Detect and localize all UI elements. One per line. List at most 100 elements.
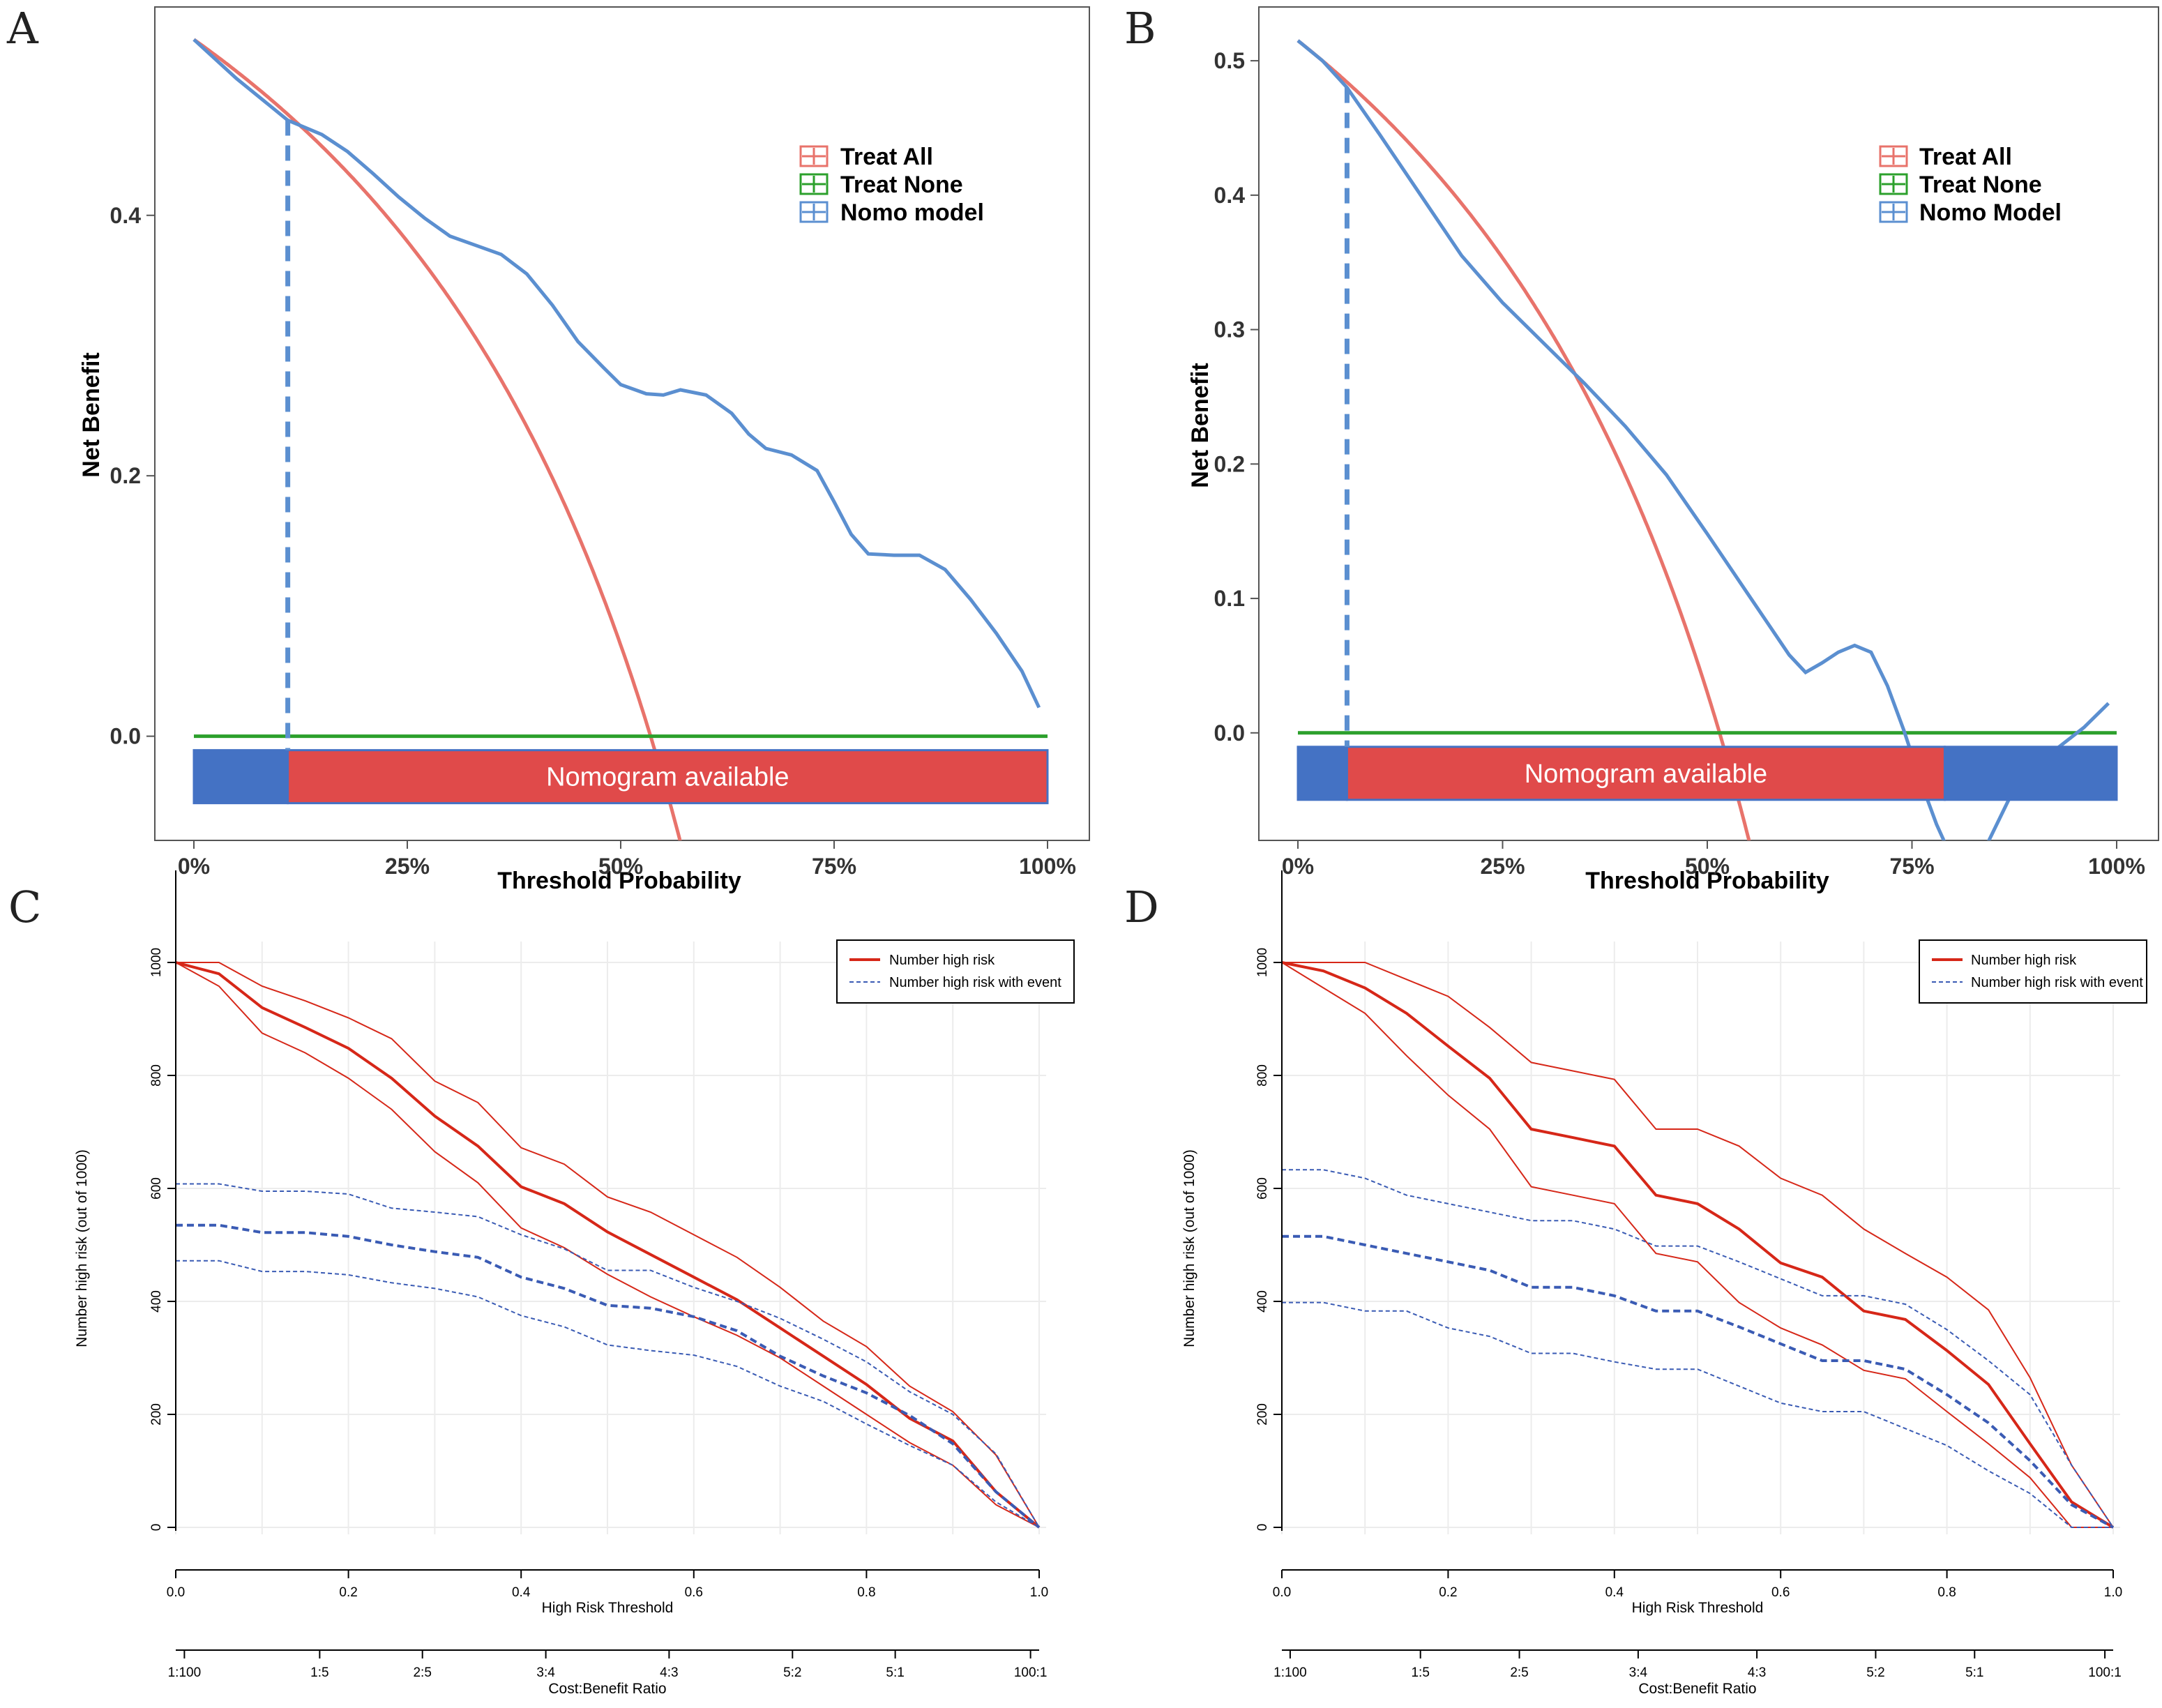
panel-c-cost-benefit-label: 100:1 (1014, 1665, 1048, 1680)
panel-a-x-tick-label: 50% (598, 854, 643, 879)
panel-d-cost-benefit-label: 4:3 (1748, 1665, 1766, 1680)
legend-number-high-risk-label: Number high risk (889, 953, 995, 968)
legend-treat-none-label: Treat None (840, 172, 963, 198)
panel-b-model-line (1297, 39, 2110, 840)
panel-c-y-tick-label: 400 (149, 1290, 164, 1313)
panel-c-x-axis-title: High Risk Threshold (542, 1600, 674, 1616)
panel-d-cost-benefit-label: 5:1 (1965, 1665, 1983, 1680)
panel-a-decision-curve: A Nomogram available Threshold Probabili… (6, 3, 1090, 894)
panel-b-y-tick-label: 0.1 (1214, 586, 1245, 611)
panel-c-x-tick-label: 0.4 (512, 1585, 531, 1600)
panel-a-y-tick-label: 0.2 (110, 463, 141, 488)
legend-model-key (1879, 201, 1908, 223)
panel-d-y-axis-title: Number high risk (out of 1000) (1181, 1149, 1197, 1347)
panel-d-series-number-high-risk-upper (1282, 962, 2114, 1528)
panel-b-y-tick-label: 0.0 (1214, 720, 1245, 746)
legend-treat-none-label: Treat None (1919, 172, 2042, 198)
panel-d-series-number-high-risk-with-event (1282, 1234, 2114, 1529)
panel-c-x-tick-label: 0.6 (685, 1585, 703, 1600)
panel-b-letter: B (1124, 3, 1156, 54)
panel-d-cost-benefit-label: 2:5 (1510, 1665, 1528, 1680)
panel-d-legend-box (1919, 939, 2147, 1004)
legend-treat-all-label: Treat All (840, 144, 933, 170)
panel-d-series-number-high-risk-with-event-upper (1282, 1169, 2114, 1528)
panel-a-banner-label: Nomogram available (546, 763, 789, 792)
panel-c-cost-benefit-label: 1:5 (310, 1665, 328, 1680)
panel-d-letter: D (1124, 882, 1159, 932)
panel-b-x-tick-label: 100% (2088, 854, 2145, 879)
panel-b-y-tick-label: 0.3 (1214, 317, 1245, 342)
panel-c-letter: C (8, 882, 41, 932)
panel-a-plot-frame (154, 6, 1090, 841)
panel-d-cost-benefit-title: Cost:Benefit Ratio (1638, 1681, 1756, 1697)
panel-a-banner-segment-available (287, 749, 1049, 805)
panel-a-x-tick-label: 100% (1019, 854, 1076, 879)
panel-d-y-tick-label: 1000 (1255, 948, 1270, 977)
panel-b-decision-curve: B Nomogram available Threshold Probabili… (1124, 3, 2159, 894)
panel-b-treat-all-line (1297, 39, 1751, 840)
panel-d-x-tick-label: 0.8 (1937, 1585, 1956, 1600)
panel-b-banner-segment-available (1345, 746, 1946, 801)
legend-model-label: Nomo model (840, 199, 984, 226)
legend-treat-all-key (1879, 145, 1908, 167)
panel-b-y-tick-label: 0.4 (1214, 183, 1246, 208)
panel-c-series-number-high-risk-with-event-lower (176, 1260, 1040, 1528)
panel-b-x-tick-label: 25% (1480, 854, 1525, 879)
panel-d-series-number-high-risk-lower (1281, 962, 2113, 1528)
panel-b-y-axis-title: Net Benefit (1187, 363, 1214, 488)
panel-c-cost-benefit-label: 5:1 (886, 1665, 904, 1680)
panel-a-y-tick-label: 0.4 (110, 203, 142, 228)
panel-d-legend: Number high risk Number high risk with e… (1919, 939, 2147, 1004)
legend-number-with-event-label: Number high risk with event (889, 975, 1061, 990)
legend-treat-none-key (799, 173, 829, 195)
panel-c-y-axis-title: Number high risk (out of 1000) (74, 1149, 90, 1347)
panel-d-cost-benefit-label: 100:1 (2088, 1665, 2122, 1680)
panel-d-cost-benefit-label: 5:2 (1866, 1665, 1884, 1680)
panel-d-y-tick-label: 800 (1255, 1064, 1270, 1087)
panel-a-letter: A (6, 3, 39, 54)
panel-d-y-tick-label: 0 (1255, 1524, 1270, 1532)
panel-a-x-tick-label: 0% (178, 854, 210, 879)
panel-b-legend: Treat All Treat None Nomo Model (1879, 144, 2062, 226)
legend-model-key (799, 201, 829, 223)
panel-d-x-tick-label: 0.2 (1439, 1585, 1457, 1600)
panel-b-banner-segment-unavailable (1297, 746, 1348, 801)
legend-treat-none-key (1879, 173, 1908, 195)
panel-d-x-tick-label: 0.0 (1273, 1585, 1291, 1600)
panel-b-plot-frame (1258, 6, 2159, 841)
panel-d-series-number-high-risk (1281, 961, 2115, 1529)
panel-d-series-number-high-risk-with-event-lower (1282, 1301, 2113, 1528)
panel-c-x-tick-label: 0.0 (167, 1585, 185, 1600)
panel-c-cost-benefit-label: 3:4 (536, 1665, 555, 1680)
panel-b-banner-label: Nomogram available (1525, 759, 1768, 789)
panel-b-x-tick-label: 75% (1889, 854, 1934, 879)
panel-b-y-tick-label: 0.5 (1214, 48, 1245, 73)
panel-d-cost-benefit-label: 3:4 (1629, 1665, 1648, 1680)
panel-c-series-number-high-risk-with-event (176, 1223, 1041, 1529)
panel-d-cost-benefit-label: 1:100 (1273, 1665, 1307, 1680)
panel-a-x-tick-label: 75% (812, 854, 856, 879)
legend-treat-all-label: Treat All (1919, 144, 2012, 170)
panel-a-banner-segment-unavailable (192, 749, 289, 805)
panel-d-y-tick-label: 600 (1255, 1177, 1270, 1200)
panel-c-y-tick-label: 200 (149, 1403, 164, 1426)
panel-d-x-tick-label: 1.0 (2104, 1585, 2122, 1600)
panel-b-x-tick-label: 0% (1282, 854, 1314, 879)
legend-treat-all-key (799, 145, 829, 167)
panel-a-x-tick-label: 25% (385, 854, 430, 879)
panel-c-series-number-high-risk-lower (175, 962, 1040, 1528)
panel-d-y-tick-label: 200 (1255, 1403, 1270, 1426)
panel-a-y-axis-title: Net Benefit (78, 352, 105, 477)
panel-a-legend: Treat All Treat None Nomo model (799, 144, 984, 226)
panel-d-x-tick-label: 0.4 (1605, 1585, 1624, 1600)
panel-b-y-tick-label: 0.2 (1214, 451, 1245, 476)
panel-b-x-tick-label: 50% (1685, 854, 1730, 879)
panel-c-cost-benefit-label: 4:3 (660, 1665, 678, 1680)
panel-c-y-tick-label: 0 (149, 1524, 164, 1532)
panel-c-cost-benefit-label: 2:5 (413, 1665, 431, 1680)
panel-b-x-axis-title: Threshold Probability (1585, 868, 1829, 894)
panel-c-y-tick-label: 600 (149, 1177, 164, 1200)
panel-d-cost-benefit-label: 1:5 (1411, 1665, 1429, 1680)
panel-c-x-tick-label: 0.8 (857, 1585, 875, 1600)
